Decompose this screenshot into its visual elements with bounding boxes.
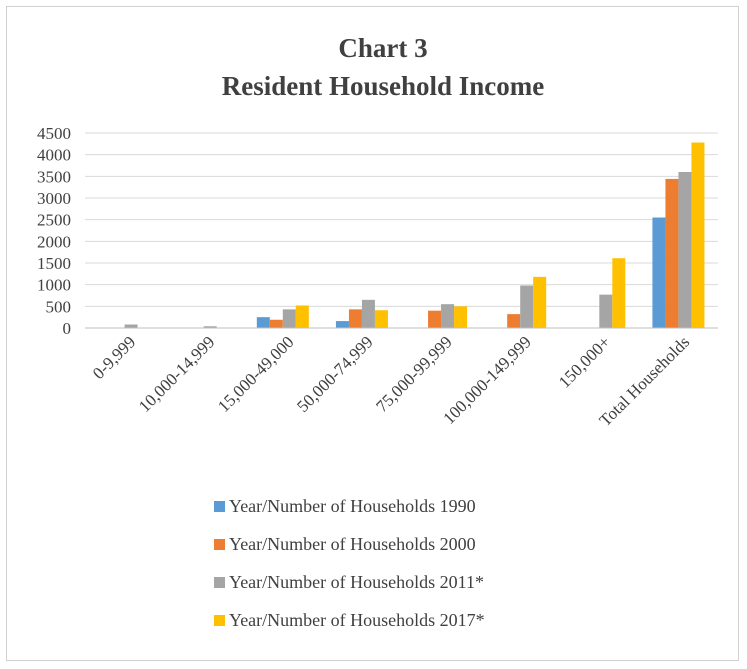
bar [335,321,349,328]
y-tick-label: 500 [46,297,72,316]
x-axis-categories: 0-9,99910,000-14,99915,000-49,00050,000-… [89,332,693,430]
bar [256,317,270,328]
chart-frame: Chart 3 Resident Household Income 0 500 10… [6,6,739,661]
legend-label: Year/Number of Households 2000 [229,534,476,554]
bar [665,178,679,328]
bar [374,310,388,328]
y-tick-label: 2000 [37,232,71,251]
legend-swatch [214,501,225,512]
y-tick-label: 1500 [37,254,71,273]
chart-subtitle: Resident Household Income [222,71,545,101]
x-category-label: 150,000+ [555,332,614,391]
y-tick-label: 3000 [37,189,71,208]
legend-label: Year/Number of Households 2017* [229,610,485,630]
y-tick-label: 3500 [37,167,71,186]
bar [599,294,613,328]
y-tick-label: 2500 [37,211,71,230]
bar [295,305,309,328]
legend-swatch [214,615,225,626]
x-category-label: 0-9,999 [89,332,140,383]
legend: Year/Number of Households 1990 Year/Numbe… [214,496,485,630]
bar [203,326,217,328]
bar [454,306,468,328]
bar [348,309,362,328]
x-category-label: 10,000-14,999 [135,332,219,416]
gridlines [85,132,718,307]
legend-label: Year/Number of Households 1990 [229,496,476,516]
bar [520,285,534,328]
y-tick-label: 1000 [37,276,71,295]
y-tick-label: 4500 [37,124,71,143]
chart-svg: Chart 3 Resident Household Income 0 500 10… [37,33,718,630]
bars [124,142,705,328]
bar [612,258,626,328]
y-tick-label: 4000 [37,146,71,165]
legend-label: Year/Number of Households 2011* [229,572,484,592]
x-category-label: 15,000-49,000 [214,332,298,416]
bar [441,304,455,328]
bar [691,142,705,328]
legend-swatch [214,539,225,550]
y-axis-ticks: 0 500 1000 1500 2000 2500 3000 3500 4000 4500 [37,124,71,338]
bar [678,172,692,328]
legend-swatch [214,577,225,588]
chart-title: Chart 3 [338,33,427,63]
bar [269,319,283,328]
bar [428,310,442,328]
x-category-label: 75,000-99,999 [372,332,456,416]
bar [652,217,666,328]
bar [282,309,296,328]
y-tick-label: 0 [63,319,72,338]
x-category-label: 50,000-74,999 [293,332,377,416]
bar [124,324,138,328]
bar [533,276,547,328]
bar [361,299,375,328]
bar [507,314,521,328]
